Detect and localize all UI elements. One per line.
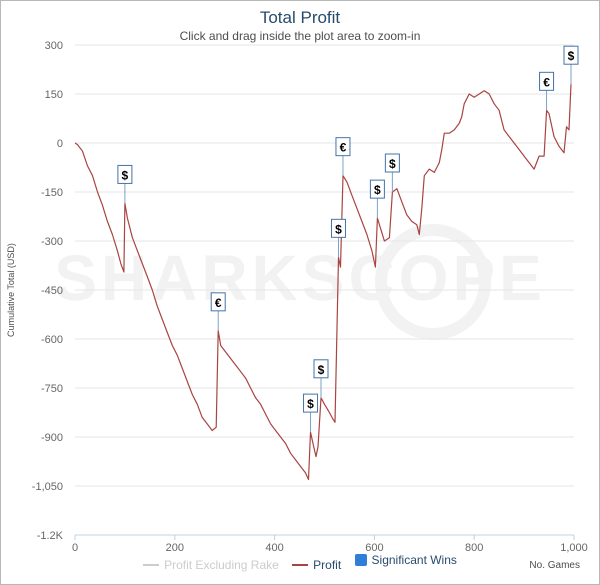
flag-symbol: $ (318, 363, 325, 377)
y-tick-label: -450 (41, 285, 63, 297)
significant-win-flag[interactable]: € (210, 292, 226, 331)
legend-item-profit[interactable]: Profit (292, 558, 341, 572)
watermark-text: SHARKSCOPE (54, 242, 546, 314)
flag-symbol: $ (335, 222, 342, 236)
flag-box (330, 218, 346, 238)
flag-box (384, 153, 400, 173)
flag-symbol: € (215, 296, 222, 310)
series-line-profit (74, 84, 572, 481)
y-tick-label: -1,050 (32, 481, 63, 493)
y-axis-title: Cumulative Total (USD) (6, 243, 16, 337)
flag-symbol: $ (122, 168, 129, 182)
flag-box (303, 393, 319, 413)
legend-line-icon (143, 564, 160, 566)
watermark-crosshair-icon (375, 224, 491, 340)
significant-win-flag[interactable]: $ (563, 45, 579, 85)
flag-symbol: $ (389, 157, 396, 171)
flag-symbol: $ (374, 183, 381, 197)
legend: Profit Excluding Rake Profit Significant… (0, 553, 600, 572)
x-tick-label: 1,000 (560, 542, 588, 554)
y-tick-label: -300 (41, 236, 63, 248)
significant-win-flag[interactable]: $ (384, 153, 400, 192)
y-tick-label: -150 (41, 187, 63, 199)
x-tick-label: 0 (72, 542, 78, 554)
legend-item-significant-wins[interactable]: Significant Wins (354, 553, 457, 567)
flag-box (369, 179, 385, 199)
legend-label: Profit Excluding Rake (164, 558, 279, 572)
flag-box (313, 359, 329, 379)
significant-win-flag[interactable]: € (539, 71, 555, 111)
x-tick-label: 600 (365, 542, 383, 554)
flag-symbol: $ (307, 397, 314, 411)
x-tick-label: 200 (166, 542, 184, 554)
significant-win-flag[interactable]: $ (313, 359, 329, 398)
legend-square-icon (354, 554, 367, 566)
legend-label: Profit (313, 558, 342, 572)
x-axis-title: No. Games (529, 560, 580, 571)
flag-box (539, 71, 555, 91)
y-tick-label: 300 (45, 40, 63, 52)
flag-box (210, 292, 226, 312)
y-tick-label: 150 (45, 89, 63, 101)
watermark: SHARKSCOPE (54, 224, 546, 340)
flag-symbol: € (340, 141, 347, 155)
x-tick-label: 400 (265, 542, 283, 554)
chart-subtitle: Click and drag inside the plot area to z… (179, 29, 421, 43)
x-tick-label: 800 (465, 542, 483, 554)
chart-title: Total Profit (259, 8, 341, 27)
legend-item-profit-excluding-rake[interactable]: Profit Excluding Rake (143, 558, 279, 572)
y-tick-label: -1.2K (37, 530, 64, 542)
legend-line-icon (292, 564, 309, 566)
y-tick-label: -750 (41, 383, 63, 395)
y-tick-label: 0 (57, 138, 63, 150)
significant-win-flag[interactable]: $ (369, 179, 385, 219)
legend-label: Significant Wins (371, 553, 457, 567)
significant-win-flag[interactable]: $ (303, 393, 319, 433)
significant-win-flag[interactable]: $ (117, 164, 133, 204)
flag-symbol: € (543, 75, 550, 89)
flag-box (117, 164, 133, 184)
flag-box (563, 45, 579, 65)
y-tick-label: -600 (41, 334, 63, 346)
flag-symbol: $ (568, 49, 575, 63)
significant-win-flag[interactable]: € (335, 137, 351, 176)
y-tick-label: -900 (41, 432, 63, 444)
significant-win-flag[interactable]: $ (330, 218, 346, 258)
flag-box (335, 137, 351, 157)
